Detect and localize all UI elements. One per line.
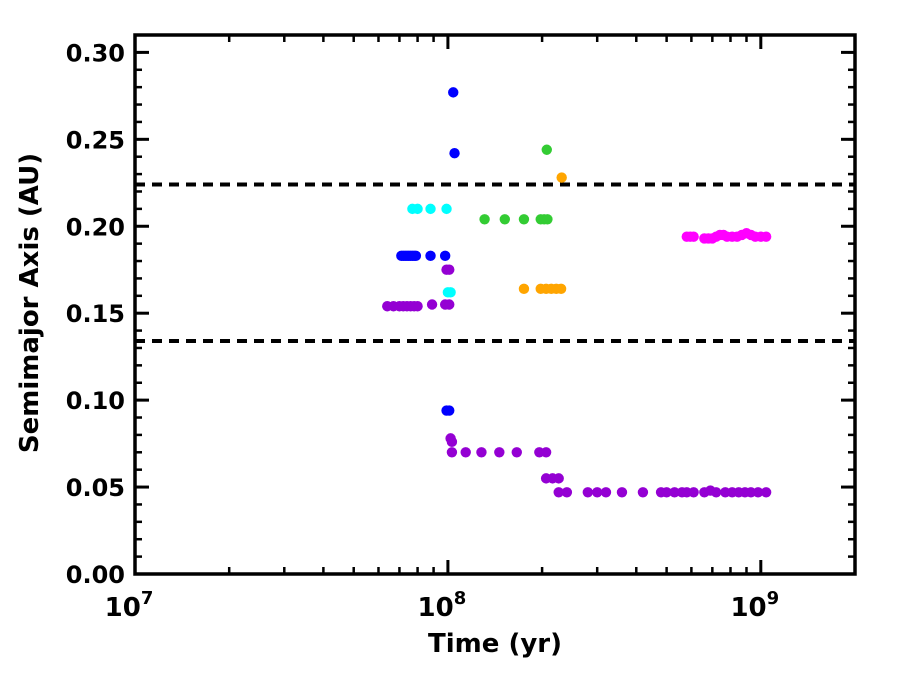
data-point: [688, 231, 699, 242]
y-axis-label: Semimajor Axis (AU): [15, 153, 45, 453]
reference-lines: [135, 182, 855, 344]
y-tick-label: 0.10: [66, 387, 125, 415]
x-tick-label: 109: [730, 588, 779, 623]
data-point: [542, 214, 553, 225]
data-point: [441, 203, 452, 215]
y-tick-label: 0.30: [66, 39, 125, 67]
data-point: [556, 172, 567, 183]
data-point: [449, 148, 460, 159]
data-point: [553, 487, 564, 498]
x-tick-label: 108: [418, 588, 467, 623]
data-point: [582, 487, 594, 498]
data-point: [410, 250, 422, 262]
x-axis-label: Time (yr): [428, 629, 562, 659]
data-point: [412, 301, 423, 312]
data-point: [661, 487, 672, 498]
data-point: [600, 487, 612, 498]
data-points: [382, 87, 772, 498]
data-point: [540, 447, 552, 458]
data-point: [541, 144, 552, 155]
data-point: [752, 487, 764, 498]
data-point: [553, 473, 564, 484]
data-point: [476, 447, 487, 458]
data-point: [425, 203, 436, 215]
data-point: [444, 405, 455, 416]
data-point: [479, 214, 490, 225]
data-point: [494, 447, 505, 458]
y-tick-label: 0.20: [66, 213, 125, 241]
data-point: [425, 250, 436, 262]
data-point: [511, 447, 522, 458]
y-tick-label: 0.15: [66, 300, 125, 328]
data-point: [518, 214, 530, 225]
data-point: [446, 436, 458, 448]
data-point: [444, 299, 455, 310]
y-tick-label: 0.25: [66, 126, 125, 154]
data-point: [426, 299, 438, 310]
data-point: [460, 447, 471, 458]
data-point: [760, 231, 772, 242]
data-point: [591, 487, 603, 498]
y-axis-ticks: 0.00 0.05 0.10 0.15 0.20 0.25 0.30: [66, 33, 855, 589]
data-point: [446, 447, 458, 458]
data-point: [669, 487, 680, 498]
data-point: [561, 487, 573, 498]
data-point: [710, 487, 722, 498]
data-point: [499, 214, 511, 225]
x-tick-label: 107: [105, 588, 154, 623]
y-tick-label: 0.00: [66, 561, 125, 589]
data-point: [745, 487, 757, 498]
y-tick-label: 0.05: [66, 474, 125, 502]
data-point: [412, 203, 423, 215]
data-point: [688, 487, 699, 498]
data-point: [439, 250, 451, 262]
data-point: [448, 87, 459, 98]
data-point: [444, 264, 455, 275]
x-axis-ticks: 107 108 109: [105, 35, 857, 623]
data-point: [518, 283, 530, 295]
data-point: [637, 487, 649, 498]
data-point: [760, 487, 772, 498]
data-point: [445, 287, 456, 298]
data-point: [555, 283, 567, 295]
plot-frame: [133, 33, 857, 576]
data-point: [616, 487, 628, 498]
